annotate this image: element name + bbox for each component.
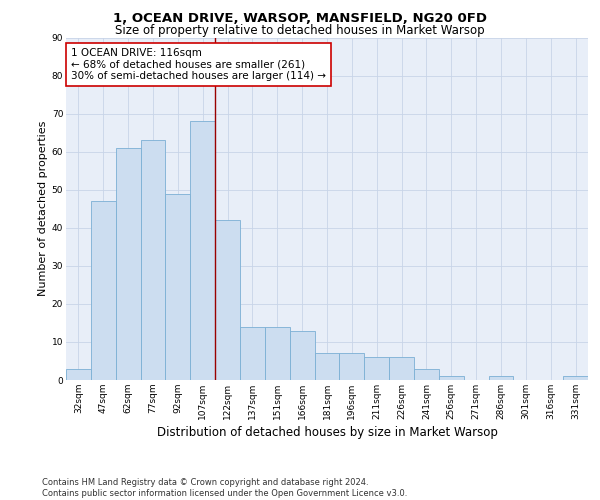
Text: 1 OCEAN DRIVE: 116sqm
← 68% of detached houses are smaller (261)
30% of semi-det: 1 OCEAN DRIVE: 116sqm ← 68% of detached …	[71, 48, 326, 81]
Bar	[389, 357, 414, 380]
Bar	[116, 148, 140, 380]
Bar	[414, 368, 439, 380]
Bar	[290, 330, 314, 380]
Bar	[340, 354, 364, 380]
Text: Contains HM Land Registry data © Crown copyright and database right 2024.
Contai: Contains HM Land Registry data © Crown c…	[42, 478, 407, 498]
Bar	[364, 357, 389, 380]
Bar	[563, 376, 588, 380]
Bar	[488, 376, 514, 380]
Bar	[140, 140, 166, 380]
Bar	[91, 201, 116, 380]
Bar	[314, 354, 340, 380]
Bar	[240, 326, 265, 380]
Bar	[166, 194, 190, 380]
Y-axis label: Number of detached properties: Number of detached properties	[38, 121, 47, 296]
Text: Size of property relative to detached houses in Market Warsop: Size of property relative to detached ho…	[115, 24, 485, 37]
Bar	[439, 376, 464, 380]
Bar	[190, 121, 215, 380]
Text: 1, OCEAN DRIVE, WARSOP, MANSFIELD, NG20 0FD: 1, OCEAN DRIVE, WARSOP, MANSFIELD, NG20 …	[113, 12, 487, 24]
X-axis label: Distribution of detached houses by size in Market Warsop: Distribution of detached houses by size …	[157, 426, 497, 439]
Bar	[215, 220, 240, 380]
Bar	[265, 326, 290, 380]
Bar	[66, 368, 91, 380]
